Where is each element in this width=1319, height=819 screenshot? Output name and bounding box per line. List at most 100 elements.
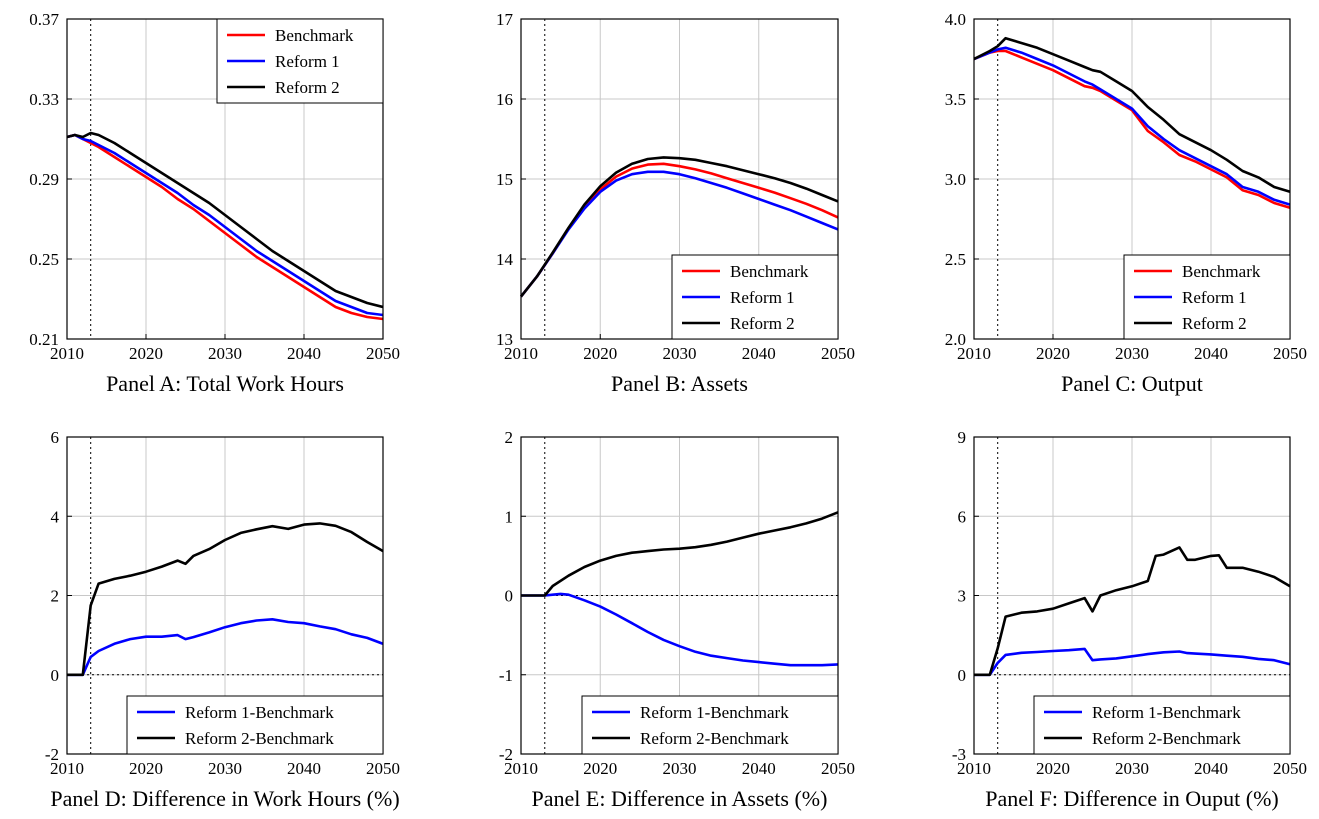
x-tick-label: 2050 <box>1273 344 1307 363</box>
x-tick-label: 2030 <box>1115 344 1149 363</box>
y-tick-label: 2.5 <box>945 250 966 269</box>
series-line-reform-2-benchmark <box>974 546 1291 677</box>
legend-box <box>126 695 384 755</box>
series-line-reform-2 <box>973 36 1291 194</box>
y-tick-label: 0.29 <box>29 170 59 189</box>
legend: Reform 1-Benchmark Reform 2-Benchmark <box>1033 695 1291 755</box>
y-tick-label: 0 <box>505 587 514 606</box>
y-tick-label: 6 <box>958 507 967 526</box>
x-tick-label: 2050 <box>366 759 400 778</box>
legend-box <box>1033 695 1291 755</box>
x-tick-label: 2050 <box>366 344 400 363</box>
panel-title: Panel C: Output <box>1061 371 1203 396</box>
x-tick-label: 2040 <box>1194 344 1228 363</box>
legend: Benchmark Reform 1 Reform 2 <box>1123 254 1291 340</box>
legend: Reform 1-Benchmark Reform 2-Benchmark <box>581 695 839 755</box>
x-tick-label: 2040 <box>1194 759 1228 778</box>
panel-a: 2010 2020 2030 2040 2050 0.21 0.25 0.29 0.33 0.37… <box>29 10 400 396</box>
legend-label: Reform 2-Benchmark <box>185 729 334 748</box>
x-tick-label: 2020 <box>583 344 617 363</box>
x-tick-label: 2020 <box>129 344 163 363</box>
x-tick-label: 2010 <box>957 759 991 778</box>
x-tick-label: 2010 <box>50 344 84 363</box>
y-tick-label: -3 <box>952 745 966 764</box>
x-tick-label: 2010 <box>504 344 538 363</box>
series-line-reform-2-benchmark <box>521 511 839 597</box>
x-tick-label: 2040 <box>742 759 776 778</box>
series-line-reform-1 <box>66 133 384 317</box>
x-tick-label: 2020 <box>1036 759 1070 778</box>
panel-f: 2010 2020 2030 2040 2050 -3 0 3 6 9 Reform 1-Bench… <box>952 428 1307 811</box>
y-tick-label: 2.0 <box>945 330 966 349</box>
y-tick-label: 4.0 <box>945 10 966 29</box>
series-line-reform-1-benchmark <box>521 592 839 667</box>
y-tick-label: 13 <box>496 330 513 349</box>
x-tick-label: 2030 <box>208 344 242 363</box>
x-tick-label: 2010 <box>504 759 538 778</box>
x-tick-label: 2010 <box>50 759 84 778</box>
panel-title: Panel A: Total Work Hours <box>106 371 344 396</box>
panel-d: 2010 2020 2030 2040 2050 -2 0 2 4 6 Reform 1-Bench… <box>45 428 400 811</box>
panel-c: 2010 2020 2030 2040 2050 2.0 2.5 3.0 3.5 4.0 Bench… <box>945 10 1307 396</box>
y-tick-label: 2 <box>51 587 60 606</box>
y-tick-label: 4 <box>51 507 60 526</box>
series-line-reform-1-benchmark <box>974 647 1291 677</box>
panel-b: 2010 2020 2030 2040 2050 13 14 15 16 17 Benchmark R… <box>496 10 855 396</box>
legend-label: Reform 1-Benchmark <box>185 703 334 722</box>
y-tick-label: 0.21 <box>29 330 59 349</box>
series-line-reform-2-benchmark <box>67 522 384 677</box>
x-tick-label: 2050 <box>821 344 855 363</box>
x-tick-label: 2020 <box>583 759 617 778</box>
panel-title: Panel F: Difference in Ouput (%) <box>985 786 1278 811</box>
y-tick-label: 6 <box>51 428 60 447</box>
y-tick-label: 0 <box>958 666 967 685</box>
x-tick-label: 2050 <box>1273 759 1307 778</box>
y-tick-label: -2 <box>499 745 513 764</box>
x-tick-label: 2040 <box>742 344 776 363</box>
legend-label: Reform 2 <box>730 314 795 333</box>
series-line-reform-1 <box>973 46 1291 206</box>
y-tick-label: 1 <box>505 507 514 526</box>
legend-label: Reform 1 <box>275 52 340 71</box>
legend: Benchmark Reform 1 Reform 2 <box>671 254 839 340</box>
panel-title: Panel D: Difference in Work Hours (%) <box>50 786 399 811</box>
legend-label: Reform 2-Benchmark <box>1092 729 1241 748</box>
y-tick-label: 15 <box>496 170 513 189</box>
series-line-reform-2 <box>519 156 839 298</box>
legend-label: Reform 1 <box>730 288 795 307</box>
series-line-benchmark <box>66 133 384 321</box>
y-tick-label: 3 <box>958 587 967 606</box>
x-tick-label: 2030 <box>208 759 242 778</box>
y-tick-label: -1 <box>499 666 513 685</box>
legend-label: Reform 1 <box>1182 288 1247 307</box>
series-line-reform-1 <box>519 170 839 298</box>
legend: Reform 1-Benchmark Reform 2-Benchmark <box>126 695 384 755</box>
y-tick-label: 3.0 <box>945 170 966 189</box>
y-tick-label: 17 <box>496 10 514 29</box>
panel-title: Panel E: Difference in Assets (%) <box>532 786 828 811</box>
x-tick-label: 2030 <box>663 344 697 363</box>
y-tick-label: 2 <box>505 428 514 447</box>
legend-label: Reform 2-Benchmark <box>640 729 789 748</box>
y-tick-label: 9 <box>958 428 967 447</box>
legend-label: Benchmark <box>1182 262 1261 281</box>
x-tick-label: 2020 <box>1036 344 1070 363</box>
y-tick-label: 14 <box>496 250 514 269</box>
series-line-benchmark <box>973 49 1291 210</box>
legend-box <box>581 695 839 755</box>
y-tick-label: 0.33 <box>29 90 59 109</box>
y-tick-label: 16 <box>496 90 513 109</box>
series-line-reform-2 <box>66 131 384 309</box>
y-tick-label: -2 <box>45 745 59 764</box>
y-tick-label: 0.25 <box>29 250 59 269</box>
x-tick-label: 2010 <box>957 344 991 363</box>
y-tick-label: 3.5 <box>945 90 966 109</box>
legend-label: Reform 2 <box>275 78 340 97</box>
x-tick-label: 2030 <box>663 759 697 778</box>
panel-title: Panel B: Assets <box>611 371 748 396</box>
legend-label: Reform 1-Benchmark <box>1092 703 1241 722</box>
x-tick-label: 2050 <box>821 759 855 778</box>
y-tick-label: 0 <box>51 666 60 685</box>
series-line-reform-1-benchmark <box>67 618 384 677</box>
